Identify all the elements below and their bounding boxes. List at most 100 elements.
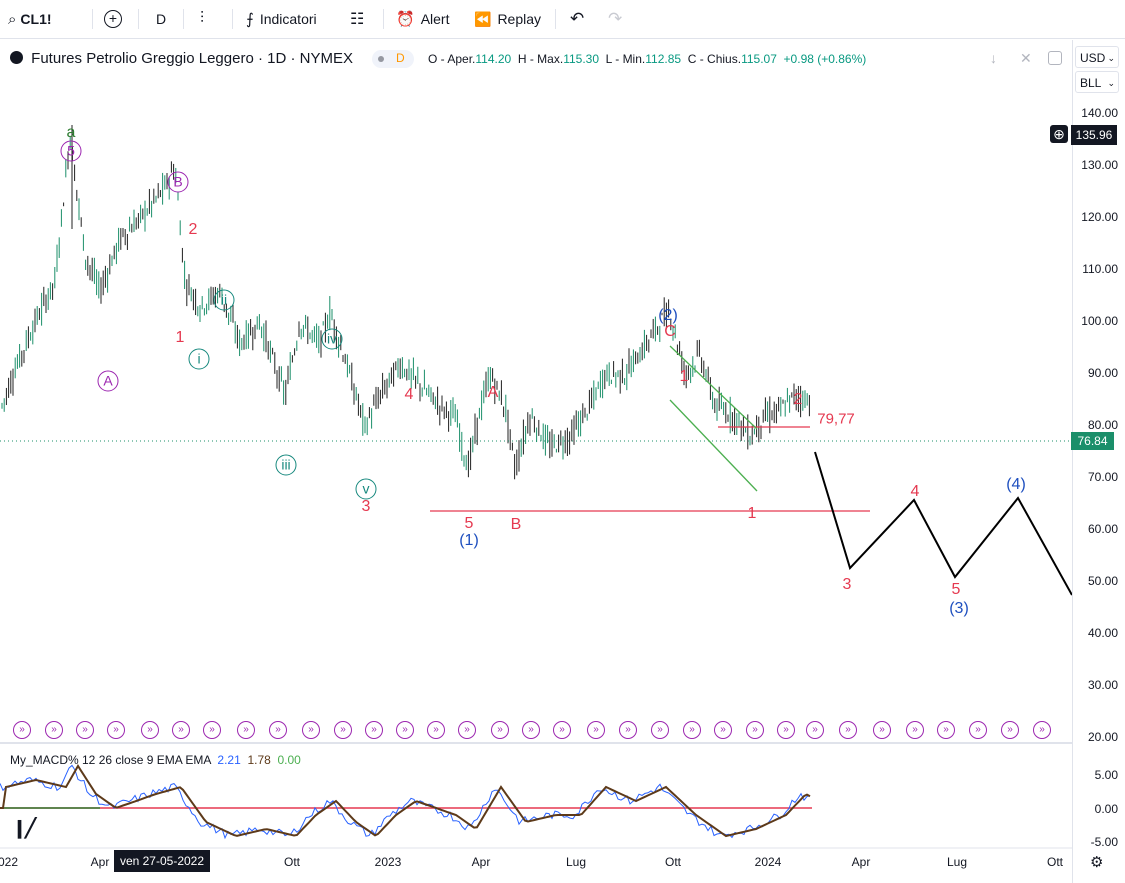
- time-tick: Apr: [90, 855, 110, 869]
- event-marker-icon[interactable]: »: [683, 721, 701, 739]
- interval-button[interactable]: D: [156, 11, 167, 27]
- add-alert-button[interactable]: ⊕: [1050, 125, 1068, 143]
- wave-label-ii: ii: [213, 289, 235, 311]
- event-marker-icon[interactable]: »: [714, 721, 732, 739]
- event-marker-icon[interactable]: »: [172, 721, 190, 739]
- wave-label-1: 1: [175, 329, 185, 346]
- macd-tick: 0.00: [1094, 802, 1118, 816]
- symbol-dot-icon: [10, 51, 23, 64]
- low-value: 112.85: [645, 52, 682, 66]
- event-marker-icon[interactable]: »: [458, 721, 476, 739]
- last-price-label: 76.84: [1071, 432, 1114, 450]
- price-tick: 130.00: [1081, 158, 1118, 172]
- unit-select[interactable]: BLL ⌄: [1075, 71, 1119, 93]
- crosshair-date-label: ven 27-05-2022: [114, 850, 210, 872]
- redo-button[interactable]: ↷: [608, 0, 622, 38]
- wave-label-(4): (4): [1006, 476, 1026, 493]
- event-marker-icon[interactable]: »: [746, 721, 764, 739]
- channel-upper: [669, 345, 758, 430]
- event-marker-icon[interactable]: »: [839, 721, 857, 739]
- event-marker-icon[interactable]: »: [619, 721, 637, 739]
- event-marker-icon[interactable]: »: [522, 721, 540, 739]
- event-marker-icon[interactable]: »: [969, 721, 987, 739]
- layout-button[interactable]: ☷: [350, 0, 364, 38]
- wave-label-2b: 2: [793, 391, 803, 408]
- undo-icon: ↶: [570, 9, 585, 28]
- event-marker-icon[interactable]: »: [427, 721, 445, 739]
- collapse-icon[interactable]: ✕: [1020, 50, 1032, 66]
- macd-name: My_MACD% 12 26 close 9 EMA EMA: [10, 753, 211, 767]
- undo-button[interactable]: ↶: [570, 0, 584, 38]
- currency-select[interactable]: USD ⌄: [1075, 46, 1119, 68]
- wave-label-(2): (2): [658, 307, 678, 324]
- wave-label-circle-B: B: [167, 171, 189, 193]
- event-marker-icon[interactable]: »: [906, 721, 924, 739]
- price-tick: 140.00: [1081, 106, 1118, 120]
- price-tick: 30.00: [1087, 678, 1118, 692]
- maximize-icon[interactable]: [1048, 51, 1062, 65]
- replay-label: Replay: [497, 11, 542, 27]
- wave-label-5b: 5: [951, 581, 961, 598]
- event-marker-icon[interactable]: »: [203, 721, 221, 739]
- event-marker-icon[interactable]: »: [107, 721, 125, 739]
- wave-label-i: i: [188, 348, 210, 370]
- bar-chart-icon: ⫶: [200, 10, 205, 27]
- signal-value: 1.78: [247, 753, 271, 767]
- event-marker-icon[interactable]: »: [587, 721, 605, 739]
- price-tick: 70.00: [1087, 470, 1118, 484]
- wave-label-2: 2: [188, 221, 198, 238]
- wave-label-iii: iii: [275, 454, 297, 476]
- scroll-down-icon[interactable]: ↓: [990, 50, 997, 66]
- event-marker-icon[interactable]: »: [777, 721, 795, 739]
- wave-label-circle-5: 5: [60, 140, 82, 162]
- event-marker-icon[interactable]: »: [1033, 721, 1051, 739]
- event-marker-icon[interactable]: »: [553, 721, 571, 739]
- hist-value: 0.00: [277, 753, 301, 767]
- event-marker-icon[interactable]: »: [873, 721, 891, 739]
- time-tick: Apr: [851, 855, 871, 869]
- event-marker-icon[interactable]: »: [45, 721, 63, 739]
- time-tick: 022: [0, 855, 19, 869]
- event-marker-icon[interactable]: »: [491, 721, 509, 739]
- time-tick: 2024: [754, 855, 782, 869]
- wave-label-5: 5: [464, 515, 474, 532]
- alert-label: Alert: [420, 11, 450, 27]
- replay-button[interactable]: ⏪ Replay: [474, 0, 541, 38]
- wave-label-B: B: [510, 516, 522, 533]
- chart-type-button[interactable]: ⫶: [200, 0, 204, 38]
- rewind-icon: ⏪: [474, 10, 492, 27]
- chart-title: Futures Petrolio Greggio Leggero · 1D · …: [31, 50, 353, 67]
- ohlc-values: O - Aper.114.20 H - Max.115.30 L - Min.1…: [428, 52, 866, 66]
- event-marker-icon[interactable]: »: [396, 721, 414, 739]
- compare-button[interactable]: +: [104, 0, 122, 38]
- alert-button[interactable]: ⏰ Alert: [396, 0, 449, 38]
- symbol-search[interactable]: ⌕ CL1!: [8, 0, 52, 38]
- search-icon: ⌕: [8, 10, 17, 28]
- event-marker-icon[interactable]: »: [651, 721, 669, 739]
- event-marker-icon[interactable]: »: [76, 721, 94, 739]
- event-marker-icon[interactable]: »: [365, 721, 383, 739]
- price-tick: 90.00: [1087, 366, 1118, 380]
- event-marker-icon[interactable]: »: [937, 721, 955, 739]
- indicators-button[interactable]: ⨍ Indicatori: [246, 0, 317, 38]
- event-marker-icon[interactable]: »: [141, 721, 159, 739]
- high-value: 115.30: [563, 52, 599, 66]
- price-tick: 120.00: [1081, 210, 1118, 224]
- price-tick: 20.00: [1087, 730, 1118, 744]
- top-toolbar: ⌕ CL1! + D ⫶ ⨍ Indicatori ☷ ⏰ Alert ⏪ Re…: [0, 0, 1125, 39]
- wave-label-A: A: [487, 384, 499, 401]
- wave-label-circle-A: A: [97, 370, 119, 392]
- macd-line: [0, 764, 811, 840]
- price-axis[interactable]: USD ⌄ BLL ⌄ 140.00 130.00 120.00 110.00 100.00…: [1072, 40, 1125, 883]
- wave-label-4b: 4: [910, 483, 920, 500]
- event-marker-icon[interactable]: »: [806, 721, 824, 739]
- event-marker-icon[interactable]: »: [1001, 721, 1019, 739]
- event-marker-icon[interactable]: »: [269, 721, 287, 739]
- settings-icon[interactable]: ⚙: [1090, 854, 1104, 871]
- event-marker-icon[interactable]: »: [334, 721, 352, 739]
- change-value: +0.98 (+0.86%): [783, 52, 867, 66]
- event-marker-icon[interactable]: »: [237, 721, 255, 739]
- event-marker-icon[interactable]: »: [13, 721, 31, 739]
- main-chart[interactable]: Futures Petrolio Greggio Leggero · 1D · …: [0, 40, 1072, 743]
- event-marker-icon[interactable]: »: [302, 721, 320, 739]
